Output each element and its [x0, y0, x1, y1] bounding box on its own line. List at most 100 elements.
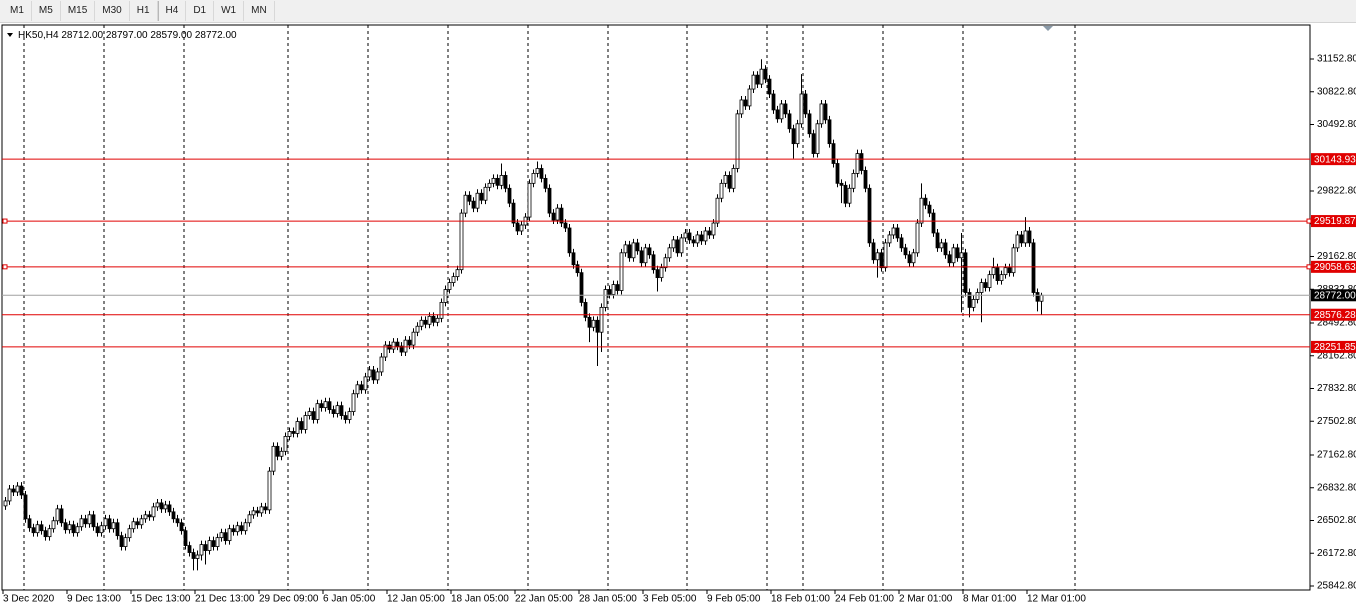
candle-body: [747, 88, 752, 107]
candle-body: [379, 356, 384, 373]
candle-body: [515, 222, 520, 232]
candle-body: [415, 325, 420, 333]
candle-body: [239, 525, 244, 532]
y-tick-label: 28162.80: [1317, 350, 1356, 361]
candle-body: [551, 212, 556, 221]
candle-body: [691, 239, 696, 244]
candle-body: [243, 522, 248, 532]
x-tick-label: 15 Dec 13:00: [131, 594, 191, 605]
candle-body: [1003, 267, 1008, 276]
candle-body: [411, 331, 416, 346]
candle-body: [795, 123, 800, 145]
y-tick-label: 30492.80: [1317, 119, 1356, 130]
chart-header: HK50,H4 28712.00 28797.00 28579.00 28772…: [18, 30, 237, 41]
level-label: 29519.87: [1314, 216, 1356, 227]
timeframe-button[interactable]: M5: [32, 1, 61, 21]
candle-body: [479, 192, 484, 201]
candle-body: [235, 525, 240, 533]
x-tick-label: 2 Mar 01:00: [899, 594, 953, 605]
candle-body: [95, 526, 100, 534]
candle-body: [587, 316, 592, 328]
timeframe-button[interactable]: W1: [214, 1, 245, 21]
candle-body: [579, 272, 584, 303]
candle-body: [699, 234, 704, 242]
candle-body: [299, 421, 304, 430]
y-tick-label: 31152.80: [1317, 54, 1356, 65]
candle-body: [191, 552, 196, 559]
x-tick-label: 28 Jan 05:00: [579, 594, 637, 605]
candle-body: [567, 227, 572, 254]
candle-body: [59, 508, 64, 524]
y-tick-label: 26172.80: [1317, 548, 1356, 559]
candle-body: [431, 315, 436, 323]
candle-body: [703, 230, 708, 242]
candle-body: [1031, 242, 1036, 293]
candle-body: [659, 267, 664, 279]
candle-body: [167, 504, 172, 513]
candle-body: [535, 168, 540, 174]
candle-body: [187, 545, 192, 553]
candle-body: [375, 371, 380, 381]
candle-body: [227, 528, 232, 542]
candle-body: [247, 514, 252, 524]
y-tick-label: 29822.80: [1317, 186, 1356, 197]
candle-body: [75, 526, 80, 534]
candle-body: [87, 514, 92, 525]
candle-body: [343, 415, 348, 420]
candle-body: [731, 168, 736, 189]
candle-body: [635, 242, 640, 252]
candle-body: [511, 202, 516, 224]
candle-body: [151, 506, 156, 518]
candle-body: [811, 133, 816, 154]
candle-body: [307, 411, 312, 416]
candle-body: [1023, 230, 1028, 244]
candle-body: [347, 411, 352, 420]
candle-body: [875, 252, 880, 261]
candle-body: [671, 239, 676, 249]
candle-body: [975, 292, 980, 300]
candle-body: [163, 504, 168, 510]
candle-body: [531, 173, 536, 184]
symbol: HK50,H4: [18, 30, 59, 41]
candle-body: [11, 488, 16, 493]
timeframe-button[interactable]: H1: [130, 1, 158, 21]
candle-body: [995, 267, 1000, 281]
candle-body: [971, 299, 976, 308]
candle-body: [831, 143, 836, 164]
candle-body: [571, 252, 576, 266]
y-tick-label: 26502.80: [1317, 515, 1356, 526]
timeframe-button[interactable]: M30: [95, 1, 130, 21]
level-box: [1311, 260, 1356, 273]
timeframe-button[interactable]: MN: [244, 1, 275, 21]
header-ohlc: 28772.00: [195, 30, 237, 41]
candle-body: [519, 224, 524, 232]
candle-body: [199, 544, 204, 556]
candle-body: [667, 247, 672, 259]
candle-body: [67, 524, 72, 531]
candle-body: [739, 99, 744, 115]
timeframe-button[interactable]: H4: [157, 1, 187, 21]
candle-body: [503, 174, 508, 189]
candle-body: [607, 289, 612, 295]
candle-body: [51, 520, 56, 530]
candle-body: [1019, 234, 1024, 244]
timeframe-button[interactable]: D1: [186, 1, 215, 21]
candle-body: [279, 450, 284, 457]
level-handle: [2, 218, 8, 224]
candle-body: [611, 284, 616, 295]
candle-body: [643, 247, 648, 264]
candle-body: [371, 369, 376, 381]
timeframe-button[interactable]: M15: [61, 1, 96, 21]
candle-body: [315, 403, 320, 420]
timeframe-button[interactable]: M1: [3, 1, 32, 21]
candle-body: [231, 528, 236, 533]
candle-body: [939, 242, 944, 249]
x-tick-label: 8 Mar 01:00: [963, 594, 1017, 605]
candle-body: [311, 411, 316, 420]
candle-body: [423, 319, 428, 325]
candle-body: [1011, 247, 1016, 274]
candle-body: [35, 524, 40, 534]
candle-body: [595, 319, 600, 333]
candle-body: [819, 103, 824, 125]
candle-body: [47, 528, 52, 538]
